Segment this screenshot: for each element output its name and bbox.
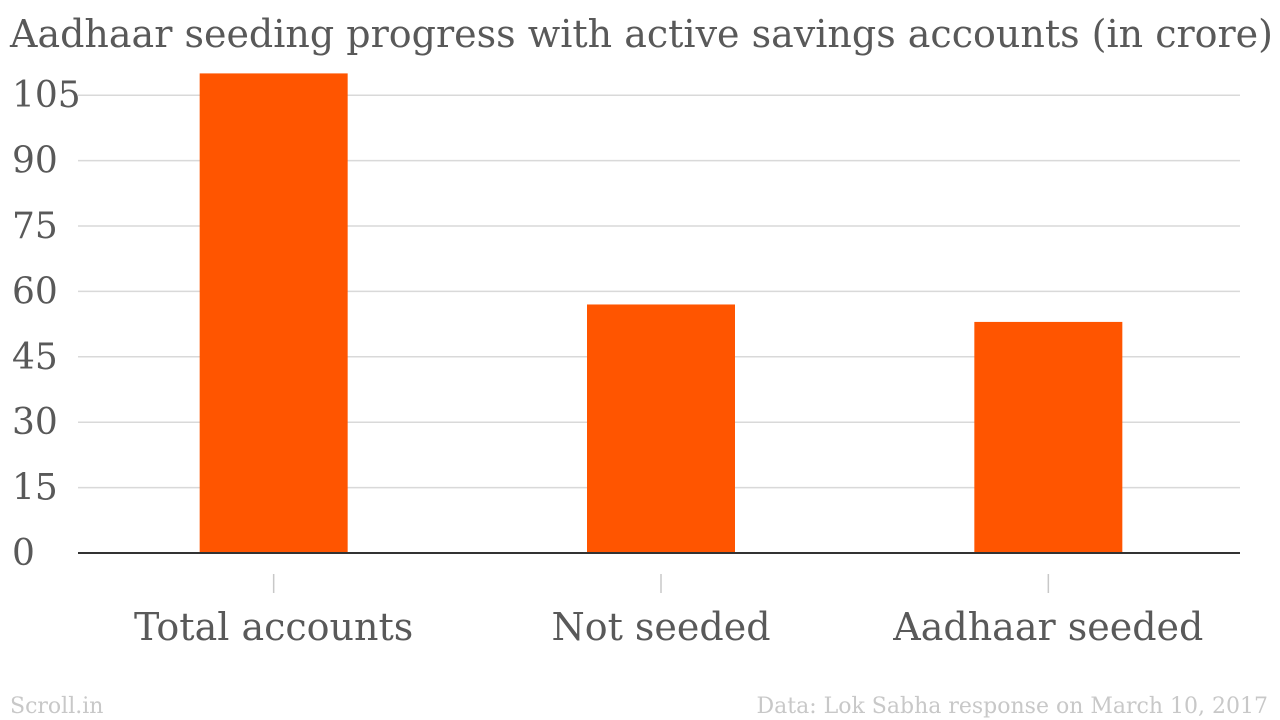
x-tick-label: Not seeded [551, 605, 770, 649]
bar-total-accounts [199, 73, 348, 554]
footer-brand: Scroll.in [10, 694, 103, 719]
y-tick-label: 105 [12, 75, 81, 116]
y-tick-label: 75 [12, 206, 58, 247]
y-tick-label: 90 [12, 141, 58, 182]
footer-source: Data: Lok Sabha response on March 10, 20… [757, 694, 1269, 719]
tick-labels: 0 15 30 45 60 75 90 105 Total accounts Not seeded… [12, 75, 1203, 649]
y-tick-label: 45 [12, 337, 58, 378]
axes [78, 552, 1240, 593]
bar-not-seeded [587, 304, 735, 553]
x-tick-label: Total accounts [134, 605, 413, 649]
x-tick-label: Aadhaar seeded [892, 605, 1203, 649]
bars [199, 73, 1123, 554]
bar-aadhaar-seeded [974, 321, 1123, 553]
y-tick-label: 0 [12, 533, 35, 574]
y-tick-label: 60 [12, 271, 58, 312]
y-tick-label: 30 [12, 402, 58, 443]
y-tick-label: 15 [12, 468, 58, 509]
chart-title: Aadhaar seeding progress with active sav… [9, 12, 1273, 56]
